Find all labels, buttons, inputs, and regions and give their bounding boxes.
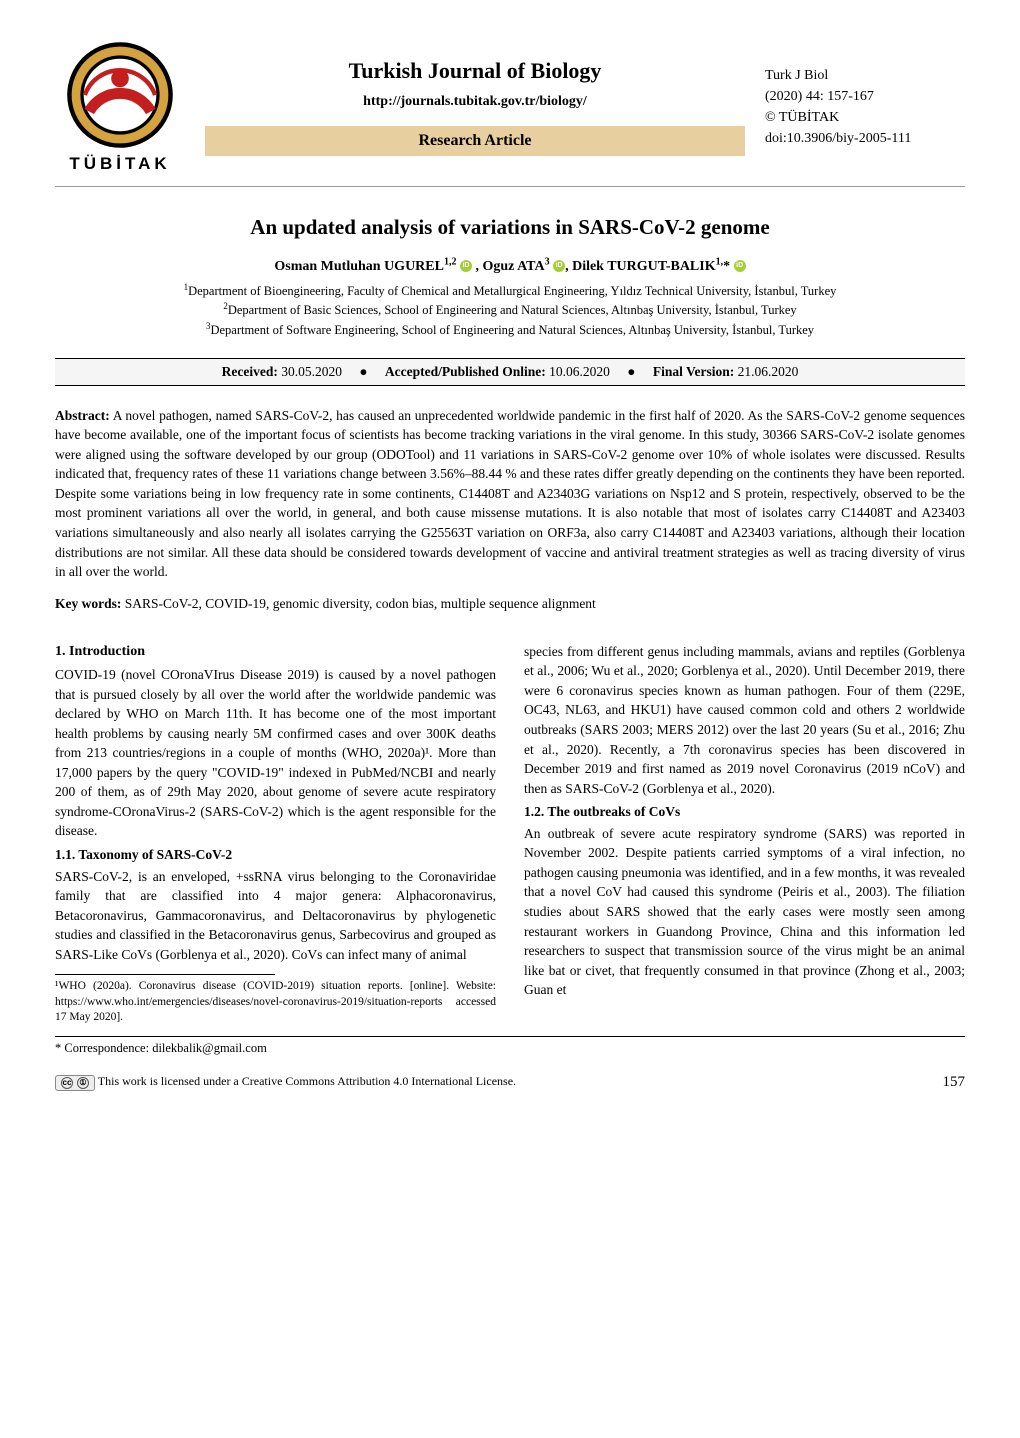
final-date: 21.06.2020 <box>738 364 799 379</box>
dates-row: Received: 30.05.2020 ● Accepted/Publishe… <box>55 358 965 386</box>
section-1-2-heading: 1.2. The outbreaks of CoVs <box>524 802 965 822</box>
affiliations: 1Department of Bioengineering, Faculty o… <box>55 281 965 340</box>
logo-text: TÜBİTAK <box>69 154 170 174</box>
section-1-1-heading: 1.1. Taxonomy of SARS-CoV-2 <box>55 845 496 865</box>
section-1-heading: 1. Introduction <box>55 642 496 662</box>
license-block: cc ① This work is licensed under a Creat… <box>55 1074 516 1091</box>
received-date: 30.05.2020 <box>281 364 342 379</box>
right-col-p1: species from different genus including m… <box>524 642 965 799</box>
article-doi: doi:10.3906/biy-2005-111 <box>765 128 965 149</box>
abstract-text: A novel pathogen, named SARS-CoV-2, has … <box>55 408 965 580</box>
authors-line: Osman Mutluhan UGUREL1,2 , Oguz ATA3 , D… <box>55 256 965 275</box>
affiliation-2: 2Department of Basic Sciences, School of… <box>55 300 965 320</box>
section-1-2-p1: An outbreak of severe acute respiratory … <box>524 824 965 1000</box>
footnote-rule <box>55 974 275 975</box>
license-text: This work is licensed under a Creative C… <box>98 1074 516 1088</box>
journal-copyright: © TÜBİTAK <box>765 107 965 128</box>
section-1-p1: COVID-19 (novel COronaVIrus Disease 2019… <box>55 665 496 841</box>
footnote-1: ¹WHO (2020a). Coronavirus disease (COVID… <box>55 979 496 1026</box>
section-1-1-p1: SARS-CoV-2, is an enveloped, +ssRNA viru… <box>55 867 496 965</box>
journal-issue: (2020) 44: 157-167 <box>765 86 965 107</box>
journal-url[interactable]: http://journals.tubitak.gov.tr/biology/ <box>205 94 745 110</box>
accepted-label: Accepted/Published Online: <box>385 364 546 379</box>
header-meta: Turk J Biol (2020) 44: 157-167 © TÜBİTAK… <box>765 65 965 149</box>
tubitak-logo-icon <box>65 40 175 150</box>
keywords: Key words: SARS-CoV-2, COVID-19, genomic… <box>55 596 965 612</box>
page-footer: cc ① This work is licensed under a Creat… <box>55 1074 965 1091</box>
journal-title: Turkish Journal of Biology <box>205 58 745 84</box>
abstract-label: Abstract: <box>55 408 110 423</box>
affiliation-3: 3Department of Software Engineering, Sch… <box>55 320 965 340</box>
journal-abbrev: Turk J Biol <box>765 65 965 86</box>
page-header: TÜBİTAK Turkish Journal of Biology http:… <box>55 40 965 187</box>
accepted-date: 10.06.2020 <box>549 364 610 379</box>
affiliation-1: 1Department of Bioengineering, Faculty o… <box>55 281 965 301</box>
received-label: Received: <box>222 364 278 379</box>
cc-icon: cc <box>61 1077 73 1089</box>
correspondence-line: * Correspondence: dilekbalik@gmail.com <box>55 1036 965 1056</box>
abstract: Abstract: A novel pathogen, named SARS-C… <box>55 406 965 582</box>
right-column: species from different genus including m… <box>524 642 965 1026</box>
body-columns: 1. Introduction COVID-19 (novel COronaVI… <box>55 642 965 1026</box>
keywords-label: Key words: <box>55 596 121 611</box>
header-center: Turkish Journal of Biology http://journa… <box>205 58 745 156</box>
left-column: 1. Introduction COVID-19 (novel COronaVI… <box>55 642 496 1026</box>
journal-logo-block: TÜBİTAK <box>55 40 185 174</box>
article-type-badge: Research Article <box>205 126 745 156</box>
final-label: Final Version: <box>653 364 734 379</box>
article-title: An updated analysis of variations in SAR… <box>55 215 965 240</box>
keywords-text: SARS-CoV-2, COVID-19, genomic diversity,… <box>125 596 596 611</box>
authors-names: Osman Mutluhan UGUREL1,2 , Oguz ATA3 , D… <box>274 259 745 274</box>
cc-badge-icon: cc ① <box>55 1075 95 1091</box>
dot-separator: ● <box>627 364 635 379</box>
page-number: 157 <box>943 1074 966 1091</box>
dot-separator: ● <box>359 364 367 379</box>
by-icon: ① <box>77 1077 89 1089</box>
